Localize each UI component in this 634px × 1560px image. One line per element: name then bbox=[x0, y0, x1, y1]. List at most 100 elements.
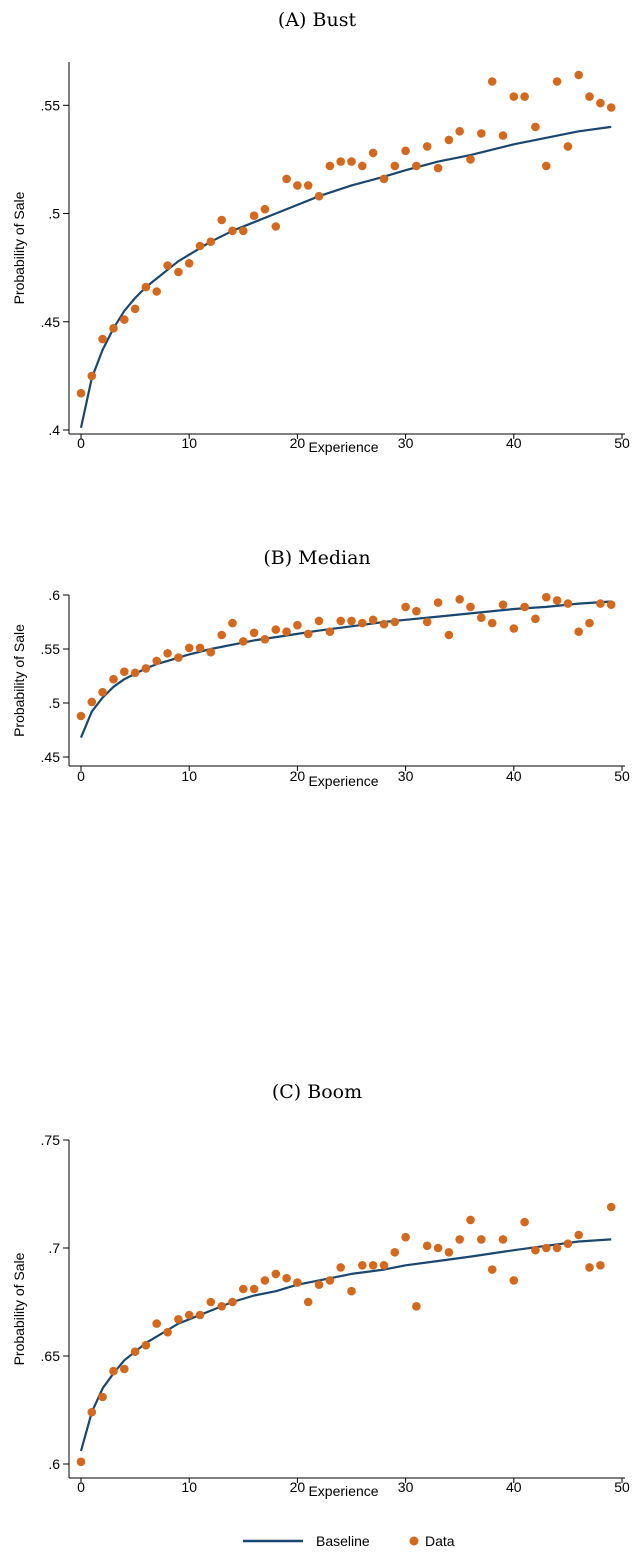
data-point bbox=[195, 241, 205, 251]
x-tick-label: 10 bbox=[181, 1479, 197, 1495]
data-point bbox=[401, 1232, 410, 1242]
data-point bbox=[347, 157, 356, 166]
data-point bbox=[520, 602, 529, 612]
data-point bbox=[120, 667, 129, 676]
data-point bbox=[282, 174, 291, 184]
x-tick-label: 50 bbox=[614, 435, 630, 451]
data-point bbox=[184, 259, 194, 268]
y-tick-label: .45 bbox=[41, 314, 61, 330]
data-point bbox=[293, 1278, 302, 1287]
data-point bbox=[130, 304, 140, 314]
data-point bbox=[217, 215, 226, 225]
data-point bbox=[563, 599, 573, 608]
data-point bbox=[184, 643, 194, 653]
data-point bbox=[228, 1297, 237, 1307]
x-tick-label: 10 bbox=[181, 435, 197, 451]
data-point bbox=[433, 598, 443, 607]
legend: Baseline Data bbox=[243, 1533, 455, 1549]
data-point bbox=[76, 388, 86, 398]
data-point bbox=[542, 161, 551, 171]
data-point bbox=[368, 1261, 378, 1270]
data-point bbox=[444, 1248, 454, 1257]
data-point bbox=[412, 161, 421, 171]
y-axis-label: Probability of Sale bbox=[11, 624, 27, 737]
data-point bbox=[552, 1243, 562, 1253]
data-point bbox=[336, 616, 346, 626]
data-point bbox=[163, 261, 172, 270]
x-tick-label: 30 bbox=[398, 1479, 414, 1495]
data-point bbox=[76, 711, 86, 721]
data-point bbox=[606, 600, 616, 609]
data-point bbox=[585, 1263, 594, 1272]
x-tick-label: 20 bbox=[290, 435, 306, 451]
data-point bbox=[574, 70, 583, 80]
data-point bbox=[498, 600, 508, 609]
panel-3: (C) Boom .6 .65 .7 .75 0 10 20 30 40 50 Experience P… bbox=[11, 1081, 630, 1499]
data-point bbox=[520, 1217, 529, 1227]
data-point bbox=[260, 1276, 270, 1285]
y-tick-label: .65 bbox=[41, 1348, 61, 1364]
x-tick-label: 20 bbox=[290, 768, 306, 784]
data-point bbox=[206, 647, 216, 657]
y-tick-label: .55 bbox=[41, 97, 61, 113]
data-point bbox=[303, 181, 313, 190]
x-tick-label: 50 bbox=[614, 1479, 630, 1495]
x-axis-label: Experience bbox=[308, 1483, 378, 1499]
data-point bbox=[422, 1241, 432, 1251]
baseline-line bbox=[79, 1238, 612, 1452]
x-tick-label: 30 bbox=[398, 435, 414, 451]
data-point bbox=[314, 1280, 324, 1289]
data-point bbox=[606, 103, 616, 112]
data-point bbox=[531, 122, 540, 132]
data-point bbox=[585, 618, 594, 628]
data-point bbox=[228, 618, 237, 628]
data-point bbox=[422, 142, 432, 151]
data-point bbox=[596, 1261, 605, 1270]
y-tick-label: .6 bbox=[48, 587, 60, 603]
data-point bbox=[433, 1243, 443, 1253]
data-point bbox=[347, 1286, 356, 1296]
x-tick-label: 0 bbox=[77, 1479, 85, 1495]
panel-title: (B) Median bbox=[263, 547, 370, 569]
data-point bbox=[606, 1202, 616, 1212]
x-tick-label: 0 bbox=[77, 435, 85, 451]
data-point bbox=[217, 630, 226, 640]
data-point bbox=[239, 637, 248, 646]
data-point bbox=[563, 142, 573, 151]
x-tick-label: 0 bbox=[77, 768, 85, 784]
data-point bbox=[271, 222, 281, 231]
panels: (A) Bust.4.45.5.550 10 20 30 40 50ExperienceP… bbox=[11, 9, 630, 1499]
data-point bbox=[379, 1261, 389, 1270]
data-point bbox=[174, 1315, 183, 1324]
data-point bbox=[390, 1248, 400, 1257]
data-point bbox=[531, 1245, 540, 1255]
data-point bbox=[487, 1265, 497, 1274]
data-point bbox=[195, 643, 205, 653]
data-point bbox=[109, 324, 118, 333]
data-point bbox=[141, 282, 151, 292]
x-tick-label: 40 bbox=[506, 435, 522, 451]
data-point bbox=[87, 1407, 97, 1417]
data-point bbox=[552, 77, 562, 86]
baseline-line bbox=[79, 600, 612, 739]
data-point bbox=[271, 1269, 281, 1279]
data-point bbox=[174, 267, 183, 277]
data-point bbox=[379, 174, 389, 184]
data-point bbox=[487, 618, 497, 628]
data-point bbox=[466, 155, 475, 164]
data-point bbox=[293, 620, 302, 630]
data-point bbox=[509, 1276, 519, 1285]
data-point bbox=[433, 163, 443, 173]
data-point bbox=[87, 371, 97, 381]
data-point bbox=[487, 77, 497, 86]
data-point bbox=[552, 596, 562, 605]
data-point bbox=[455, 1235, 465, 1244]
y-tick-label: .5 bbox=[48, 206, 60, 222]
data-point bbox=[574, 627, 583, 636]
data-point bbox=[260, 635, 270, 644]
data-point bbox=[358, 618, 367, 628]
data-point bbox=[336, 157, 346, 166]
panel-title: (C) Boom bbox=[272, 1081, 362, 1103]
data-point bbox=[141, 664, 151, 673]
